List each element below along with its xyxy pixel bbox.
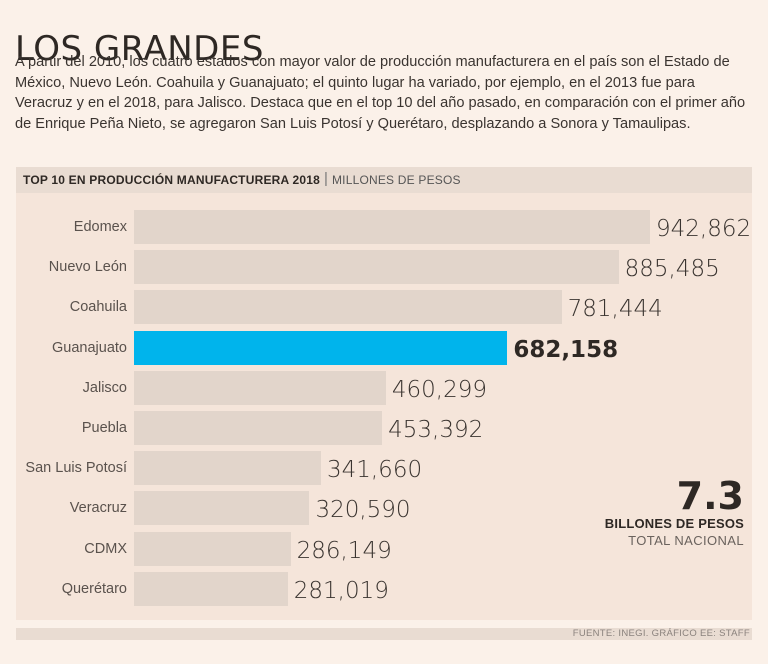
category-label: Jalisco [82,379,127,396]
bar [134,210,650,244]
source-credit: FUENTE: INEGI. GRÁFICO EE: STAFF [572,628,750,639]
value-label: 682,158 [513,336,619,363]
value-label: 320,590 [315,497,411,524]
chart-header: TOP 10 EN PRODUCCIÓN MANUFACTURERA 2018 … [16,167,752,193]
category-label: Coahuila [69,299,127,316]
bar [134,451,321,486]
page-title: LOS GRANDES [15,28,264,69]
total-sublabel: TOTAL NACIONAL [628,533,744,548]
total-label: BILLONES DE PESOS [604,516,744,531]
bar [134,531,291,566]
bar [134,571,288,606]
value-label: 341,660 [326,457,423,484]
category-label: Guanajuato [52,339,127,356]
bar [134,370,386,405]
chart-plot-area: Edomex 942,862 Nuevo León 885,485 Coahuila 78… [16,193,752,620]
value-label: 281,019 [293,577,389,604]
bar [134,491,310,526]
value-label: 453,392 [388,417,484,443]
bar-chart: Edomex 942,862 Nuevo León 885,485 Coahuila 78… [16,193,752,620]
footer-bar: FUENTE: INEGI. GRÁFICO EE: STAFF [16,628,752,640]
bar [134,250,619,285]
chart-title: TOP 10 EN PRODUCCIÓN MANUFACTURERA 2018 [23,173,320,187]
category-label: Edomex [73,219,127,235]
category-label: Puebla [81,420,127,436]
value-label: 781,444 [567,296,663,323]
value-label: 885,485 [624,256,720,283]
category-label: Veracruz [69,500,127,517]
category-label: Nuevo León [48,259,127,276]
bar [134,290,562,325]
intro-text: A partir del 2010, los cuatro estados co… [15,54,746,132]
bar [134,411,383,445]
value-label: 286,149 [296,537,392,564]
value-label: 942,862 [656,216,752,242]
header-separator: | [323,170,328,187]
total-value: 7.3 [676,474,744,518]
chart-unit: MILLONES DE PESOS [331,173,461,187]
value-label: 460,299 [391,376,488,403]
category-label: San Luis Potosí [25,460,127,477]
total-callout: 7.3 BILLONES DE PESOS TOTAL NACIONAL [605,476,744,548]
category-label: Querétaro [61,580,127,597]
bar [134,330,508,365]
category-label: CDMX [84,540,127,557]
